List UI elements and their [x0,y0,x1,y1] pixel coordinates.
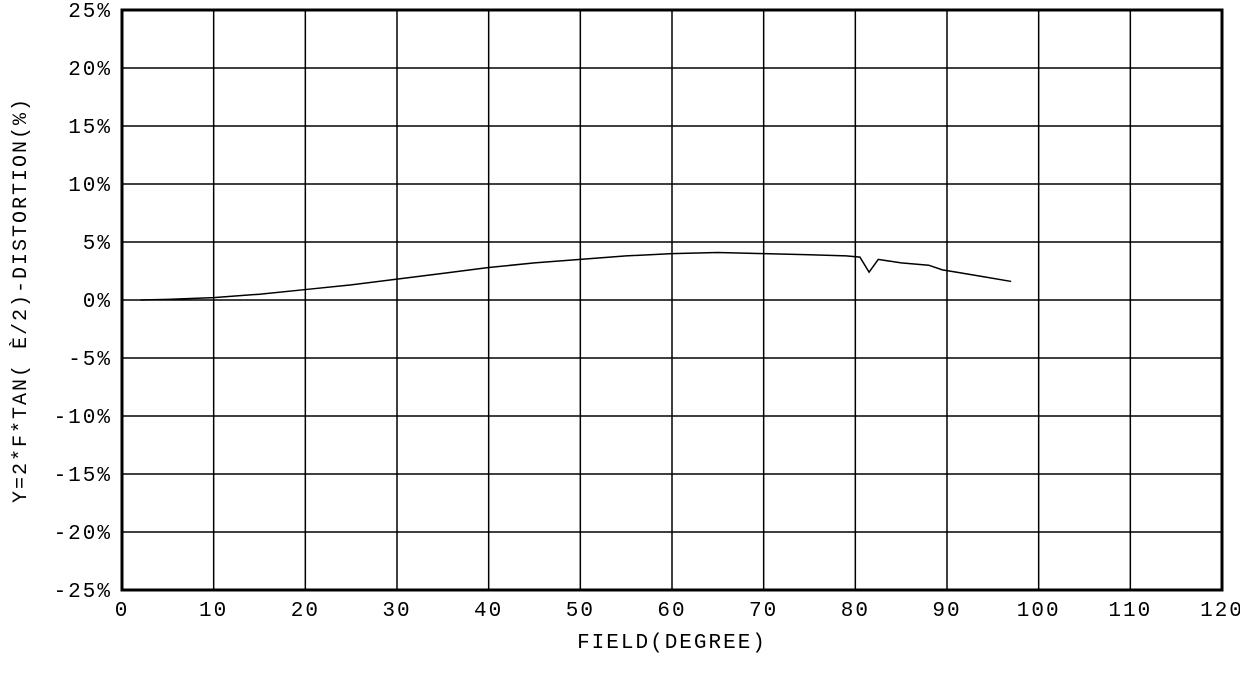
y-tick-label: -20% [54,523,112,546]
y-tick-label: -5% [68,349,112,372]
y-tick-label: -25% [54,581,112,604]
x-tick-label: 60 [657,600,686,623]
x-tick-label: 80 [841,600,870,623]
x-tick-label: 0 [115,600,130,623]
x-tick-label: 110 [1108,600,1152,623]
y-tick-label: -15% [54,465,112,488]
x-tick-label: 90 [932,600,961,623]
x-tick-label: 50 [566,600,595,623]
x-tick-label: 40 [474,600,503,623]
y-tick-label: -10% [54,407,112,430]
distortion-chart: 0 10 20 30 40 50 60 70 80 90 100 110 120 -25% -20% -15%… [0,0,1240,680]
x-axis-label: FIELD(DEGREE) [577,632,767,655]
x-tick-label: 120 [1200,600,1240,623]
y-tick-label: 10% [68,175,112,198]
x-tick-label: 20 [291,600,320,623]
y-axis-label: Y=2*F*TAN( È/2)-DISTORTION(%) [9,97,33,503]
y-tick-label: 20% [68,59,112,82]
y-tick-label: 15% [68,117,112,140]
y-tick-label: 5% [83,233,112,256]
x-tick-label: 70 [749,600,778,623]
x-tick-label: 100 [1017,600,1061,623]
y-tick-label: 25% [68,1,112,24]
x-tick-label: 30 [382,600,411,623]
x-tick-label: 10 [199,600,228,623]
y-tick-label: 0% [83,291,112,314]
chart-svg: 0 10 20 30 40 50 60 70 80 90 100 110 120 -25% -20% -15%… [0,0,1240,680]
